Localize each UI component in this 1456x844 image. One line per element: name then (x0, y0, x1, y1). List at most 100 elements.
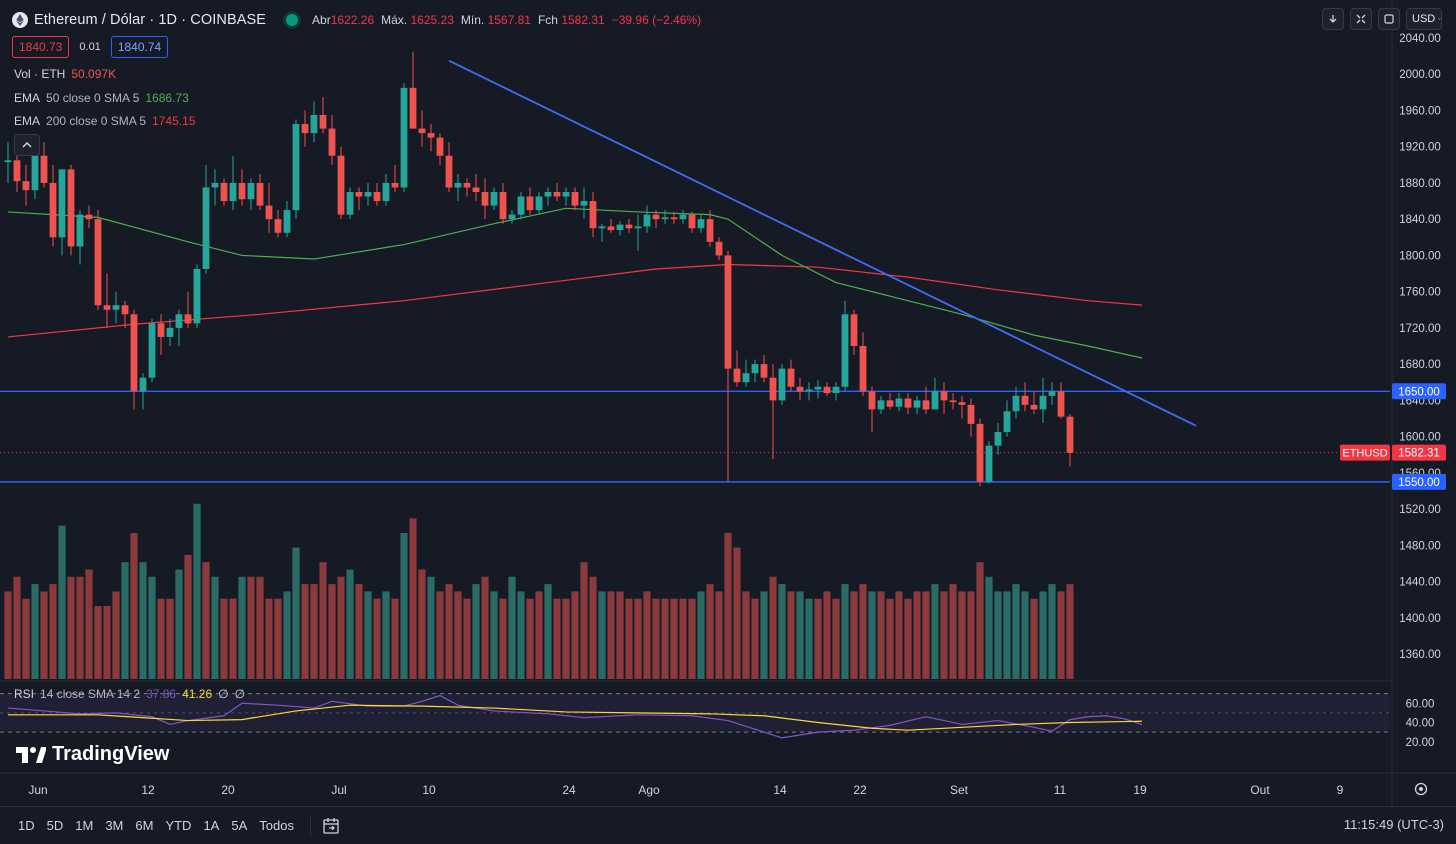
candle-body (517, 196, 525, 215)
symbol-title[interactable]: Ethereum / Dólar · 1D · COINBASE (34, 12, 267, 28)
range-1m-button[interactable]: 1M (75, 818, 94, 833)
range-1a-button[interactable]: 1A (203, 818, 220, 833)
candle (616, 220, 624, 236)
candle-body (958, 402, 966, 405)
candle (895, 393, 903, 412)
ema200-legend-args: 200 close 0 SMA 5 (46, 114, 147, 128)
candle-body (589, 201, 597, 229)
volume-bar (832, 598, 840, 679)
ema200-legend[interactable]: EMA 200 close 0 SMA 5 1745.15 (14, 114, 195, 128)
volume-bar (211, 576, 219, 679)
arrow-down-icon (1329, 15, 1337, 23)
volume-bar (634, 598, 642, 679)
volume-bar (562, 598, 570, 679)
candle (481, 178, 489, 220)
candle (328, 115, 336, 165)
volume-bar (958, 591, 966, 679)
candle-body (1048, 391, 1056, 396)
candle (364, 182, 372, 206)
candle-body (364, 192, 372, 197)
volume-bar (706, 584, 714, 679)
candle-body (895, 398, 903, 407)
range-6m-button[interactable]: 6M (135, 818, 154, 833)
candle-body (652, 214, 660, 220)
price-axis-tick: 2040.00 (1399, 33, 1441, 45)
last-price-label: 1582.31 (1398, 448, 1440, 460)
range-ytd-button[interactable]: YTD (165, 818, 192, 833)
candle-body (454, 182, 462, 188)
ohlc-open-key: Abr (312, 13, 331, 27)
candle-body (1030, 404, 1038, 410)
rsi-ma-line (8, 704, 1143, 731)
candle-body (769, 377, 777, 401)
volume-bar (490, 591, 498, 679)
volume-bar (121, 562, 129, 679)
candle-body (202, 187, 210, 269)
volume-legend[interactable]: Vol · ETH 50.097K (14, 67, 116, 81)
candle (193, 264, 201, 328)
volume-bar (580, 562, 588, 679)
horizontal-level-badge (1392, 383, 1446, 400)
volume-bar (283, 591, 291, 679)
volume-bar (985, 576, 993, 679)
range-3m-button[interactable]: 3M (105, 818, 124, 833)
tradingview-logo[interactable]: TradingView (16, 743, 169, 766)
collapse-button[interactable] (1350, 8, 1372, 30)
currency-select[interactable]: USD (1406, 8, 1442, 30)
collapse-legend-button[interactable] (14, 134, 40, 156)
volume-bar (841, 584, 849, 679)
rsi-legend[interactable]: RSI 14 close SMA 14 2 37.86 41.26 ∅ ∅ (14, 687, 245, 701)
volume-bar (22, 598, 30, 679)
fullscreen-icon (1384, 14, 1394, 24)
fullscreen-button[interactable] (1378, 8, 1400, 30)
candle-body (922, 400, 930, 410)
bottom-toolbar: 1D 5D 1M 3M 6M YTD 1A 5A Todos 11:15:49 … (0, 806, 1456, 844)
download-button[interactable] (1322, 8, 1344, 30)
ohlc-high-key: Máx. (381, 13, 408, 27)
range-all-button[interactable]: Todos (259, 818, 294, 833)
candle-body (841, 314, 849, 387)
candle (445, 142, 453, 192)
candle (823, 382, 831, 396)
candle-body (868, 391, 876, 410)
candle-body (40, 155, 48, 183)
range-5d-button[interactable]: 5D (46, 818, 64, 833)
buy-button[interactable]: 1840.74 (110, 36, 169, 58)
range-1d-button[interactable]: 1D (18, 818, 35, 833)
volume-bar (310, 584, 318, 679)
candle (94, 210, 102, 310)
timezone-clock[interactable]: 11:15:49 (UTC-3) (1343, 817, 1444, 832)
candle (202, 164, 210, 274)
price-chart-canvas[interactable]: 2040.002000.001960.001920.001880.001840.… (0, 0, 1456, 806)
chart-top-controls: USD (1322, 8, 1442, 30)
candle (598, 223, 606, 242)
ohlc-low-key: Mín. (460, 13, 485, 27)
candle-body (148, 323, 156, 378)
candle (904, 393, 912, 414)
candle-body (292, 124, 300, 211)
volume-bar (67, 576, 75, 679)
ema50-legend[interactable]: EMA 50 close 0 SMA 5 1686.73 (14, 91, 189, 105)
date-range-button[interactable] (321, 816, 341, 836)
candle-body (346, 192, 354, 215)
candle (1066, 413, 1074, 467)
volume-legend-value: 50.097K (71, 67, 117, 81)
ohlc-high-value: 1625.23 (410, 13, 454, 27)
volume-bar (1003, 591, 1011, 679)
volume-bar (481, 576, 489, 679)
candle-body (31, 155, 39, 191)
gear-ring (1414, 782, 1428, 796)
candle (103, 273, 111, 328)
candle-body (490, 192, 498, 206)
candle-body (607, 226, 615, 231)
candle (1048, 382, 1056, 405)
market-status-icon[interactable] (286, 14, 299, 26)
volume-bar (949, 584, 957, 679)
candle (994, 423, 1002, 455)
ohlc-open-value: 1622.26 (330, 13, 375, 27)
sell-button[interactable]: 1840.73 (12, 36, 70, 58)
volume-bar (202, 562, 210, 679)
range-5a-button[interactable]: 5A (231, 818, 248, 833)
candle (229, 155, 237, 211)
